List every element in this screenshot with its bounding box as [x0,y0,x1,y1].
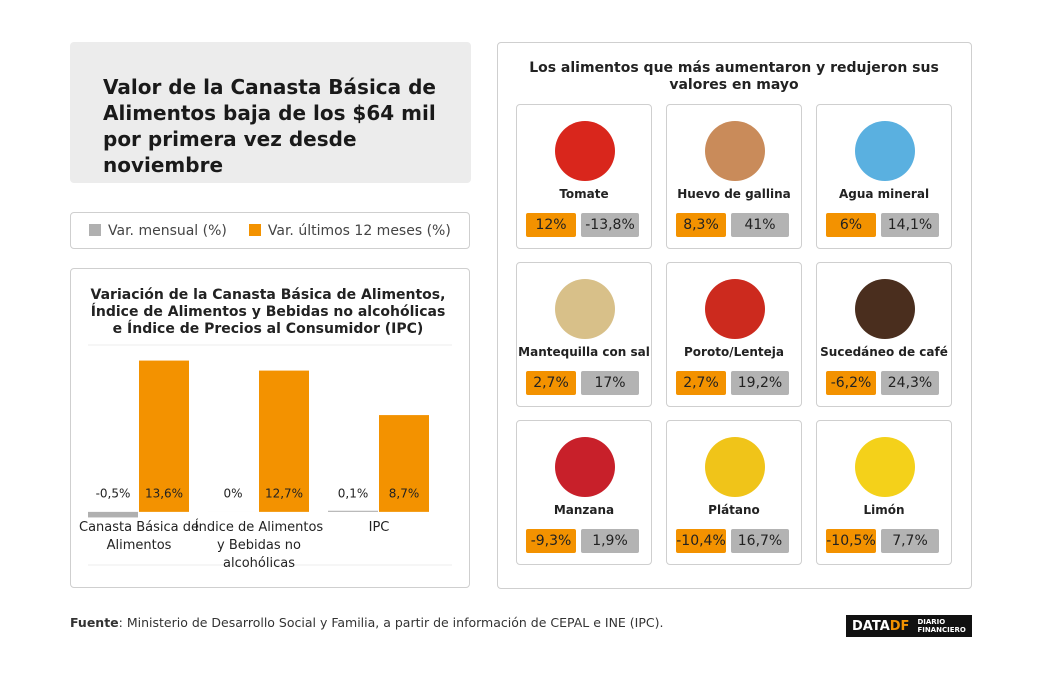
food-card: Manzana -9,3% 1,9% [516,420,652,565]
food-orange: 6% [826,213,876,237]
bar [139,360,189,512]
food-image [705,121,765,181]
food-image [555,279,615,339]
bar [88,511,138,518]
food-name: Mantequilla con sal [518,345,650,359]
food-name: Limón [863,503,905,517]
source-text: : Ministerio de Desarrollo Social y Fami… [118,615,664,630]
legend-label: Var. últimos 12 meses (%) [267,222,451,239]
foods-title: Los alimentos que más aumentaron y reduj… [529,60,939,93]
value-label: 0,1% [338,487,369,501]
food-gray: 7,7% [881,529,939,553]
legend-item: Var. últimos 12 meses (%) [248,222,451,239]
food-card: Limón -10,5% 7,7% [816,420,952,565]
source-label: Fuente [70,615,119,630]
food-gray: 41% [731,213,789,237]
food-orange: -10,4% [676,529,726,553]
food-gray: 14,1% [881,213,939,237]
food-gray: 17% [581,371,639,395]
value-label: 13,6% [145,487,183,501]
title-box: Valor de la Canasta Básica de Alimentos … [70,42,471,183]
food-card: Agua mineral 6% 14,1% [816,104,952,249]
food-gray: 16,7% [731,529,789,553]
food-orange: -9,3% [526,529,576,553]
food-image [555,121,615,181]
food-image [855,279,915,339]
food-name: Plátano [708,503,760,517]
legend-swatch [89,223,101,236]
food-image [705,437,765,497]
bar [379,415,429,512]
logo-df: DF [889,618,910,634]
logo: DATA DF DIARIO FINANCIERO [846,615,972,637]
value-label: 0% [223,487,242,501]
food-orange: -6,2% [826,371,876,395]
food-orange: 2,7% [676,371,726,395]
food-gray: 19,2% [731,371,789,395]
food-image [705,279,765,339]
food-orange: 2,7% [526,371,576,395]
food-card: Huevo de gallina 8,3% 41% [666,104,802,249]
food-image [855,437,915,497]
legend-label: Var. mensual (%) [108,222,227,239]
food-name: Poroto/Lenteja [684,345,784,359]
food-name: Huevo de gallina [677,187,791,201]
bar [259,370,309,512]
title: Valor de la Canasta Básica de Alimentos … [103,75,436,177]
food-orange: 12% [526,213,576,237]
food-name: Sucedáneo de café [820,345,948,359]
food-card: Poroto/Lenteja 2,7% 19,2% [666,262,802,407]
x-tick-label: IPC [368,520,390,535]
logo-line: DIARIO [917,618,946,626]
logo-line: FINANCIERO [917,626,966,634]
food-gray: 1,9% [581,529,639,553]
food-card: Plátano -10,4% 16,7% [666,420,802,565]
legend-item: Var. mensual (%) [89,223,227,239]
value-label: 12,7% [265,487,303,501]
value-label: -0,5% [96,487,131,501]
bar [328,510,378,512]
legend-swatch [248,223,261,236]
food-card: Sucedáneo de café -6,2% 24,3% [816,262,952,407]
food-image [855,121,915,181]
food-name: Tomate [559,187,609,201]
x-tick-label: Canasta Básica de Alimentos [79,520,199,553]
food-orange: 8,3% [676,213,726,237]
food-gray: -13,8% [581,213,639,237]
food-gray: 24,3% [881,371,939,395]
food-name: Manzana [553,503,615,517]
food-orange: -10,5% [826,529,876,553]
food-card: Mantequilla con sal 2,7% 17% [516,262,652,407]
legend: Var. mensual (%) Var. últimos 12 meses (%… [70,212,470,249]
value-label: 8,7% [389,487,420,501]
chart-title: Variación de la Canasta Básica de Alimen… [90,287,446,337]
logo-data: DATA [852,618,890,634]
source: Fuente: Ministerio de Desarrollo Social … [70,615,663,630]
food-name: Agua mineral [838,187,930,201]
x-tick-label: Índice de Alimentos y Bebidas no alcohól… [194,520,324,571]
food-card: Tomate 12% -13,8% [516,104,652,249]
food-image [555,437,615,497]
